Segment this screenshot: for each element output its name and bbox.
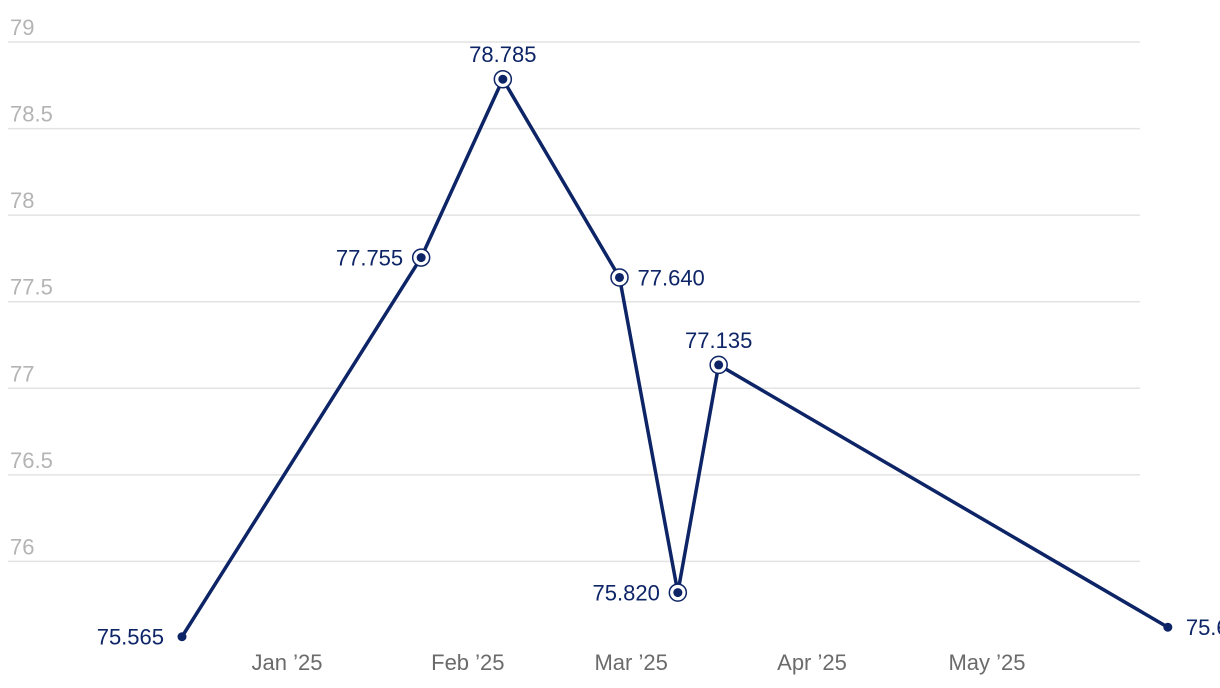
x-tick-label: Mar ’25 [594, 650, 667, 675]
y-tick-label: 79 [10, 15, 34, 40]
y-tick-label: 76 [10, 534, 34, 559]
data-point [615, 272, 624, 282]
data-point [498, 74, 508, 84]
series-line-group [180, 77, 1170, 639]
data-label: 75.620 [1186, 615, 1220, 640]
data-label: 77.755 [336, 246, 403, 271]
x-tick-label: Jan ’25 [252, 650, 323, 675]
data-markers [177, 69, 1173, 642]
x-tick-label: Feb ’25 [431, 650, 504, 675]
data-label: 75.820 [593, 581, 660, 606]
x-tick-label: May ’25 [948, 650, 1025, 675]
data-point [177, 632, 187, 642]
y-tick-label: 77 [10, 361, 34, 386]
data-point [1163, 622, 1173, 632]
y-tick-label: 76.5 [10, 448, 53, 473]
data-labels: 75.565 77.755 78.785 77.640 75.820 77.135 75.6… [97, 42, 1220, 650]
x-axis-ticks: Jan ’25 Feb ’25 Mar ’25 Apr ’25 May ’25 [252, 650, 1026, 675]
x-tick-label: Apr ’25 [777, 650, 847, 675]
data-point [714, 360, 724, 370]
data-label: 77.135 [685, 328, 752, 353]
data-label: 75.565 [97, 625, 164, 650]
data-label: 77.640 [638, 265, 705, 290]
y-tick-label: 78.5 [10, 102, 53, 127]
y-tick-label: 78 [10, 188, 34, 213]
data-label: 78.785 [469, 42, 536, 67]
y-tick-label: 77.5 [10, 275, 53, 300]
data-point [673, 588, 683, 598]
data-point [416, 253, 426, 263]
series-line [180, 77, 1170, 639]
gridlines [8, 41, 1140, 563]
y-axis-ticks: 76 76.5 77 77.5 78 78.5 79 [10, 15, 53, 559]
